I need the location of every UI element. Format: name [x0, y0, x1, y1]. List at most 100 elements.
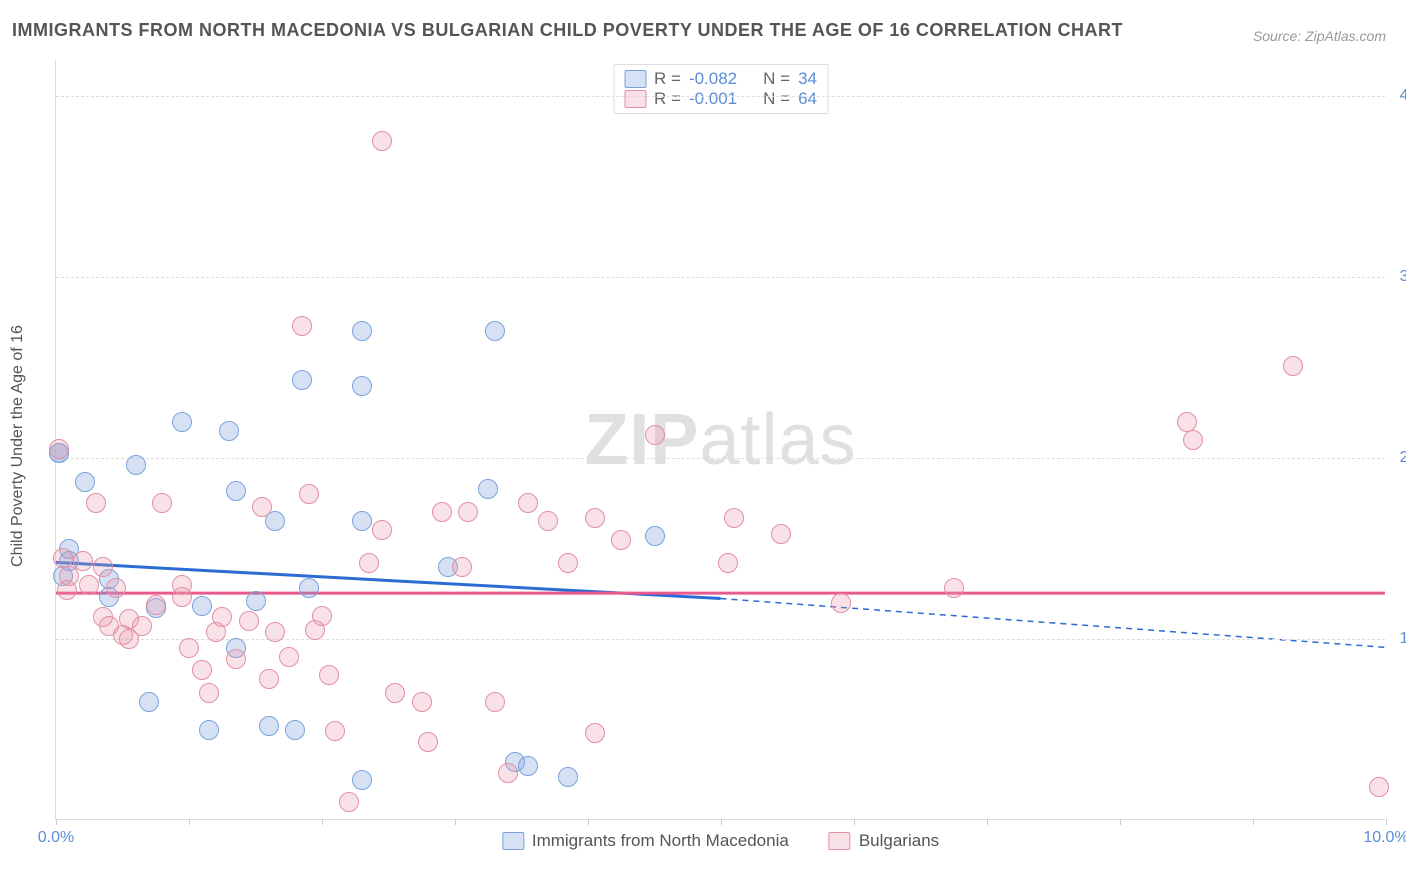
- legend-r-value: -0.082: [689, 69, 737, 89]
- y-tick-label: 10.0%: [1390, 630, 1406, 648]
- data-point-bulgarians: [771, 524, 791, 544]
- data-point-bulgarians: [305, 620, 325, 640]
- legend-n-label: N =: [763, 69, 790, 89]
- legend-n-label: N =: [763, 89, 790, 109]
- data-point-macedonia: [226, 481, 246, 501]
- data-point-macedonia: [219, 421, 239, 441]
- legend-r-label: R =: [654, 89, 681, 109]
- data-point-bulgarians: [79, 575, 99, 595]
- legend-row: R = -0.082 N = 34: [624, 69, 817, 89]
- data-point-bulgarians: [73, 551, 93, 571]
- x-tick-label: 10.0%: [1363, 829, 1406, 847]
- data-point-bulgarians: [432, 502, 452, 522]
- legend-r-label: R =: [654, 69, 681, 89]
- data-point-bulgarians: [339, 792, 359, 812]
- grid-line: [56, 96, 1385, 97]
- data-point-bulgarians: [458, 502, 478, 522]
- data-point-bulgarians: [146, 595, 166, 615]
- data-point-bulgarians: [93, 557, 113, 577]
- data-point-bulgarians: [485, 692, 505, 712]
- data-point-macedonia: [299, 578, 319, 598]
- legend-item: Bulgarians: [829, 831, 939, 851]
- legend-series: Immigrants from North Macedonia Bulgarian…: [502, 831, 939, 851]
- grid-line: [56, 277, 1385, 278]
- data-point-bulgarians: [418, 732, 438, 752]
- x-tick: [1120, 819, 1121, 825]
- data-point-macedonia: [352, 511, 372, 531]
- data-point-bulgarians: [259, 669, 279, 689]
- data-point-bulgarians: [412, 692, 432, 712]
- data-point-bulgarians: [372, 520, 392, 540]
- data-point-bulgarians: [199, 683, 219, 703]
- data-point-macedonia: [246, 591, 266, 611]
- legend-row: R =-0.001N =64: [624, 89, 817, 109]
- data-point-bulgarians: [53, 548, 73, 568]
- x-tick: [322, 819, 323, 825]
- data-point-bulgarians: [1369, 777, 1389, 797]
- data-point-bulgarians: [325, 721, 345, 741]
- data-point-bulgarians: [645, 425, 665, 445]
- data-point-bulgarians: [452, 557, 472, 577]
- data-point-bulgarians: [359, 553, 379, 573]
- data-point-bulgarians: [718, 553, 738, 573]
- x-tick: [1253, 819, 1254, 825]
- data-point-macedonia: [139, 692, 159, 712]
- data-point-bulgarians: [518, 493, 538, 513]
- data-point-bulgarians: [265, 622, 285, 642]
- x-tick: [455, 819, 456, 825]
- data-point-bulgarians: [192, 660, 212, 680]
- data-point-macedonia: [485, 321, 505, 341]
- data-point-bulgarians: [372, 131, 392, 151]
- data-point-bulgarians: [179, 638, 199, 658]
- y-axis-label: Child Poverty Under the Age of 16: [9, 325, 27, 567]
- data-point-bulgarians: [57, 580, 77, 600]
- data-point-bulgarians: [172, 587, 192, 607]
- legend-n-value: 64: [798, 89, 817, 109]
- data-point-bulgarians: [239, 611, 259, 631]
- data-point-bulgarians: [292, 316, 312, 336]
- x-tick: [588, 819, 589, 825]
- data-point-macedonia: [352, 321, 372, 341]
- data-point-bulgarians: [385, 683, 405, 703]
- legend-swatch: [624, 70, 646, 88]
- data-point-macedonia: [192, 596, 212, 616]
- x-tick: [189, 819, 190, 825]
- data-point-bulgarians: [585, 723, 605, 743]
- data-point-bulgarians: [319, 665, 339, 685]
- data-point-bulgarians: [831, 593, 851, 613]
- data-point-bulgarians: [1183, 430, 1203, 450]
- legend-series-label: Bulgarians: [859, 831, 939, 851]
- data-point-bulgarians: [585, 508, 605, 528]
- legend-n-value: 34: [798, 69, 817, 89]
- x-tick-label: 0.0%: [38, 829, 74, 847]
- data-point-macedonia: [172, 412, 192, 432]
- data-point-macedonia: [352, 770, 372, 790]
- data-point-bulgarians: [212, 607, 232, 627]
- x-tick: [1386, 819, 1387, 825]
- data-point-bulgarians: [252, 497, 272, 517]
- grid-line: [56, 458, 1385, 459]
- data-point-bulgarians: [86, 493, 106, 513]
- plot-area: ZIPatlas R =-0.082N =34R =-0.001N =64 Im…: [55, 60, 1385, 820]
- grid-line: [56, 639, 1385, 640]
- source-label: Source: ZipAtlas.com: [1253, 28, 1386, 44]
- data-point-macedonia: [199, 720, 219, 740]
- data-point-macedonia: [285, 720, 305, 740]
- data-point-bulgarians: [226, 649, 246, 669]
- data-point-bulgarians: [558, 553, 578, 573]
- legend-item: Immigrants from North Macedonia: [502, 831, 789, 851]
- data-point-bulgarians: [724, 508, 744, 528]
- data-point-bulgarians: [611, 530, 631, 550]
- chart-title: IMMIGRANTS FROM NORTH MACEDONIA VS BULGA…: [12, 20, 1123, 41]
- data-point-macedonia: [352, 376, 372, 396]
- data-point-bulgarians: [1283, 356, 1303, 376]
- y-tick-label: 20.0%: [1390, 449, 1406, 467]
- data-point-bulgarians: [538, 511, 558, 531]
- x-tick: [854, 819, 855, 825]
- data-point-macedonia: [292, 370, 312, 390]
- watermark-rest: atlas: [699, 400, 856, 480]
- y-tick-label: 40.0%: [1390, 87, 1406, 105]
- x-tick: [56, 819, 57, 825]
- data-point-macedonia: [126, 455, 146, 475]
- data-point-bulgarians: [498, 763, 518, 783]
